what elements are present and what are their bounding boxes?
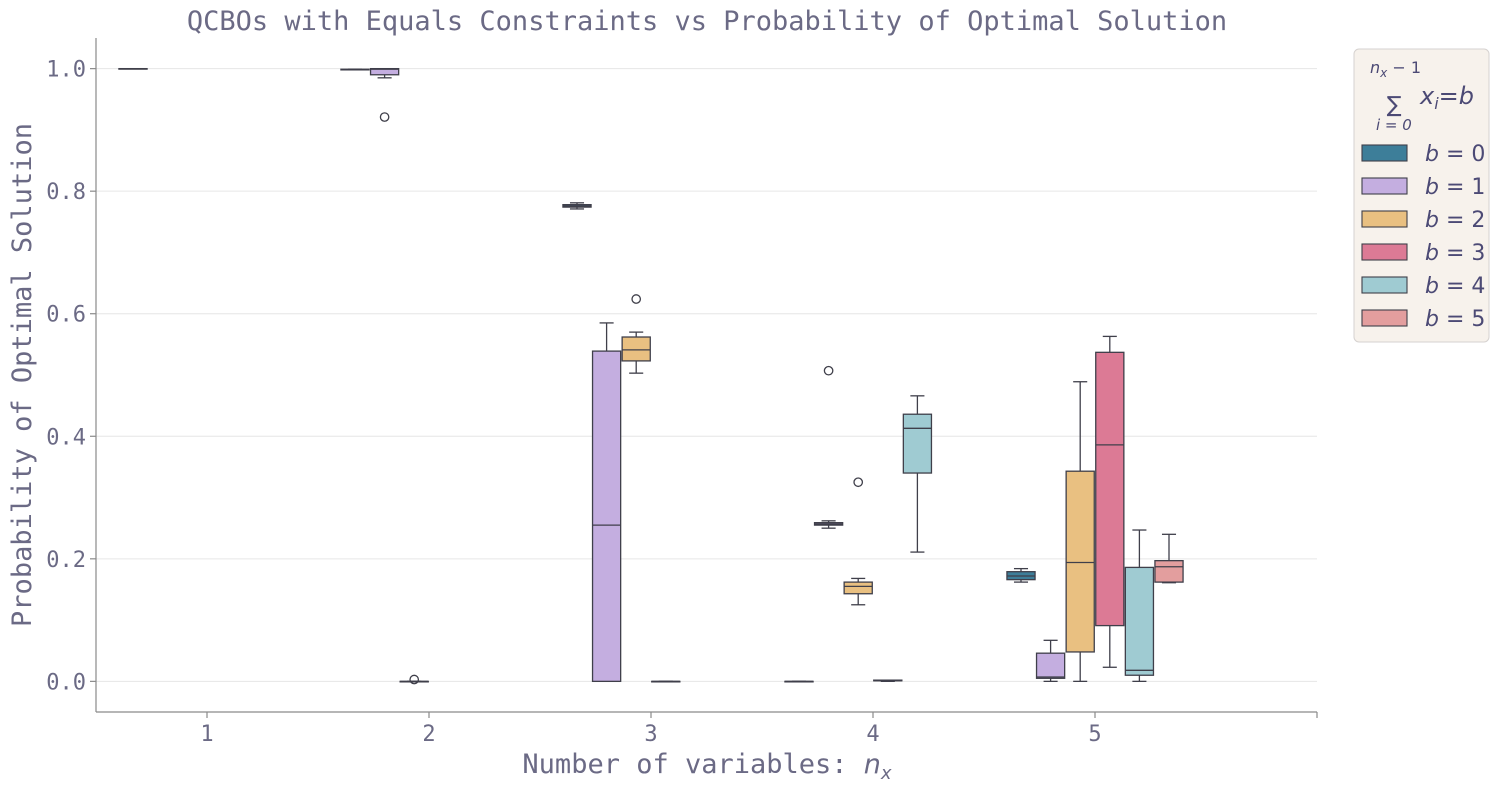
box-body — [902, 413, 933, 474]
legend-swatch — [1361, 210, 1408, 228]
box-b=2-x5 — [1065, 381, 1095, 683]
legend-title-sum-top-n: n — [1370, 58, 1380, 77]
box-b=3-x5 — [1095, 335, 1125, 668]
box-b=5-x5 — [1154, 533, 1184, 584]
legend-label-value: = 3 — [1446, 241, 1485, 266]
box-b=2-x2 — [399, 674, 429, 685]
horizontal-gridlines — [96, 68, 1317, 682]
y-tick-label: 0.2 — [46, 548, 86, 573]
box-b=1-x3 — [591, 322, 622, 683]
legend-swatch — [1361, 177, 1408, 195]
x-tick-label: 5 — [1088, 722, 1101, 747]
box-b=1-x5 — [1035, 639, 1066, 683]
chart-title: QCBOs with Equals Constraints vs Probabi… — [187, 6, 1227, 37]
legend-label-value: = 4 — [1446, 274, 1485, 299]
legend-label-value: = 5 — [1446, 307, 1485, 332]
y-tick-label: 1.0 — [46, 58, 86, 83]
legend-label: b = 4 — [1425, 274, 1485, 299]
x-tick-label: 3 — [644, 722, 657, 747]
legend-entry: b = 1 — [1361, 175, 1485, 200]
legend-title-sum-top: nx − 1 — [1370, 58, 1421, 80]
box-b=2-x3 — [621, 294, 651, 374]
x-axis-label: Number of variables: nx — [522, 749, 892, 784]
box-b=3-x3 — [651, 680, 681, 683]
box-b=0-x1 — [118, 67, 148, 70]
box-body — [621, 336, 651, 362]
legend-label-var: b — [1425, 142, 1446, 167]
box-body — [1065, 470, 1095, 653]
x-axis-label-var: n — [864, 749, 881, 780]
legend-title-sum-bottom: i = 0 — [1376, 116, 1412, 134]
box-body — [1035, 652, 1066, 679]
box-b=3-x4 — [873, 679, 903, 683]
legend-entries: b = 0b = 1b = 2b = 3b = 4b = 5 — [1361, 142, 1485, 332]
legend-frame — [1353, 48, 1490, 343]
legend-label: b = 1 — [1425, 175, 1485, 200]
box-b=1-x4 — [813, 365, 844, 529]
outlier-point — [409, 674, 420, 685]
legend-title-sum-symbol: ∑ — [1387, 93, 1402, 118]
box-b=0-x3 — [562, 202, 592, 210]
legend-label-var: b — [1425, 307, 1446, 332]
legend-swatch — [1361, 243, 1408, 261]
legend-label-value: = 0 — [1446, 142, 1485, 167]
legend-entry: b = 5 — [1361, 307, 1485, 332]
x-tick-label: 4 — [866, 722, 879, 747]
x-tick-label: 1 — [200, 722, 213, 747]
legend-title-eq-x: x — [1419, 82, 1435, 110]
legend-entry: b = 2 — [1361, 208, 1485, 233]
box-b=0-x5 — [1006, 567, 1036, 583]
legend-swatch — [1361, 276, 1408, 294]
legend-label: b = 0 — [1425, 142, 1485, 167]
legend-label-var: b — [1425, 175, 1446, 200]
box-body — [591, 350, 622, 683]
box-b=4-x4 — [902, 395, 933, 553]
legend-title-sum-top-sub: x — [1379, 66, 1388, 80]
y-tick-label: 0.8 — [46, 180, 86, 205]
legend-title-eq-rest: =b — [1439, 82, 1474, 110]
box-body — [1095, 351, 1125, 627]
legend: nx − 1 ∑ i = 0 xi=b b = 0b = 1b = 2b = 3… — [1353, 48, 1490, 343]
y-tick-label: 0.6 — [46, 303, 86, 328]
x-axis-label-text: Number of variables: — [522, 749, 863, 780]
box-b=0-x2 — [340, 68, 370, 71]
legend-label-var: b — [1425, 274, 1446, 299]
legend-entry: b = 0 — [1361, 142, 1485, 167]
box-plot-series — [118, 67, 1184, 685]
legend-title-equation: xi=b — [1419, 82, 1474, 113]
x-axis-ticks: 1 2 3 4 5 — [200, 712, 1102, 747]
x-tick-label: 2 — [422, 722, 435, 747]
box-body — [843, 581, 873, 595]
legend-label-var: b — [1425, 208, 1446, 233]
outlier-point — [379, 112, 390, 122]
outlier-point — [631, 294, 642, 304]
box-body — [1154, 560, 1184, 583]
legend-swatch — [1361, 144, 1408, 162]
box-body — [1124, 566, 1155, 676]
outlier-point — [823, 365, 834, 376]
x-axis-label-sub: x — [880, 763, 892, 784]
y-tick-label: 0.0 — [46, 670, 86, 695]
legend-label: b = 3 — [1425, 241, 1485, 266]
y-axis-label: Probability of Optimal Solution — [7, 123, 38, 627]
box-b=2-x4 — [843, 477, 873, 606]
box-b=1-x2 — [369, 67, 400, 122]
legend-title-sum-top-rest: − 1 — [1387, 58, 1421, 77]
legend-title-eq-sub: i — [1434, 94, 1439, 113]
y-tick-label: 0.4 — [46, 425, 86, 450]
outlier-point — [853, 477, 864, 488]
legend-label: b = 2 — [1425, 208, 1485, 233]
y-axis-ticks: 0.0 0.2 0.4 0.6 0.8 1.0 — [46, 58, 96, 695]
legend-entry: b = 4 — [1361, 274, 1485, 299]
legend-label: b = 5 — [1425, 307, 1485, 332]
box-b=0-x4 — [784, 680, 814, 683]
box-b=4-x5 — [1124, 529, 1155, 683]
legend-entry: b = 3 — [1361, 241, 1485, 266]
legend-label-var: b — [1425, 241, 1446, 266]
legend-label-value: = 2 — [1446, 208, 1485, 233]
legend-label-value: = 1 — [1446, 175, 1485, 200]
legend-swatch — [1361, 309, 1408, 327]
